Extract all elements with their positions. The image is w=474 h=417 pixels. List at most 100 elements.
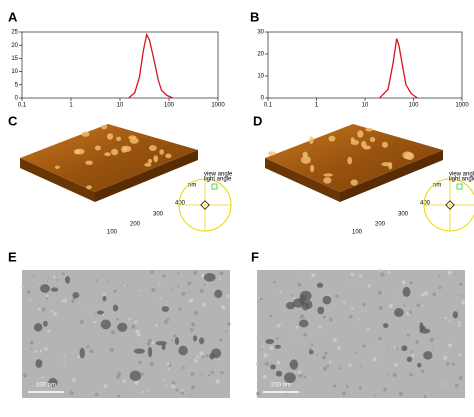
tem-texture — [444, 316, 447, 320]
tem-particle — [43, 320, 48, 327]
tem-texture — [400, 387, 402, 389]
tem-texture — [311, 273, 316, 278]
tem-texture — [326, 364, 330, 368]
tem-particle — [129, 370, 142, 382]
tem-texture — [95, 278, 98, 282]
tem-texture — [170, 288, 173, 291]
tem-texture — [117, 371, 122, 376]
tem-texture — [258, 296, 260, 299]
tem-texture — [151, 287, 156, 293]
tem-texture — [372, 357, 377, 362]
tem-texture — [459, 282, 463, 287]
tem-texture — [116, 317, 120, 321]
tem-texture — [178, 307, 182, 311]
tem-texture — [187, 281, 192, 286]
tem-texture — [89, 349, 94, 354]
tem-texture — [131, 324, 136, 329]
panel-label: C — [8, 113, 18, 128]
y-tick-label: 5 — [15, 82, 19, 88]
tem-texture — [436, 337, 439, 339]
tem-texture — [380, 272, 385, 277]
tem-texture — [61, 272, 65, 276]
afm-particle — [361, 140, 367, 148]
tem-texture — [171, 338, 174, 341]
tem-texture — [32, 274, 35, 277]
axis-label: 300 — [398, 212, 409, 218]
afm-particle — [323, 173, 333, 177]
tem-texture — [297, 370, 302, 375]
tem-texture — [219, 278, 222, 281]
tem-texture — [210, 370, 215, 375]
afm-particle — [144, 162, 152, 167]
tem-texture — [328, 360, 332, 364]
afm-side — [20, 158, 95, 202]
tem-texture — [86, 345, 90, 349]
tem-texture — [458, 376, 463, 381]
view-marker — [456, 183, 463, 190]
y-tick-label: 20 — [11, 43, 18, 49]
tem-texture — [441, 382, 444, 386]
tem-particle — [193, 335, 198, 342]
tem-texture — [298, 373, 303, 378]
tem-texture — [47, 276, 49, 278]
afm-particle — [365, 127, 374, 132]
dial-marker — [445, 200, 455, 210]
tem-texture — [219, 276, 222, 278]
tem-texture — [189, 327, 194, 332]
tem-texture — [256, 391, 261, 396]
tem-texture — [280, 323, 282, 326]
tem-texture — [269, 314, 273, 318]
tem-texture — [458, 353, 462, 357]
tem-texture — [227, 322, 231, 326]
tem-texture — [339, 367, 342, 370]
axis-label: 400 — [175, 201, 186, 207]
view-marker — [211, 183, 218, 190]
tem-texture — [56, 278, 59, 282]
tem-texture — [201, 273, 205, 278]
tem-texture — [448, 319, 451, 322]
tem-particle — [270, 364, 276, 370]
tem-image — [22, 270, 230, 398]
tem-particle — [79, 347, 85, 359]
tem-texture — [420, 293, 424, 297]
tem-texture — [262, 374, 267, 379]
afm-particle — [54, 165, 60, 169]
tem-texture — [87, 306, 89, 308]
tem-particle — [423, 351, 433, 360]
tem-texture — [71, 299, 75, 304]
tem-texture — [279, 290, 282, 293]
tem-texture — [310, 343, 314, 346]
tem-texture — [267, 319, 270, 321]
tem-texture — [149, 361, 152, 364]
tem-texture — [291, 294, 294, 297]
tem-texture — [128, 317, 132, 321]
tem-texture — [50, 309, 53, 313]
tem-texture — [276, 360, 281, 365]
tem-texture — [134, 380, 139, 385]
tem-particle — [72, 292, 80, 299]
tem-particle — [406, 356, 413, 363]
tem-particle — [417, 362, 422, 368]
tem-texture — [140, 372, 144, 376]
tem-texture — [215, 379, 220, 384]
tem-texture — [102, 292, 106, 296]
tem-texture — [377, 290, 382, 295]
tem-texture — [180, 391, 185, 395]
tem-texture — [294, 337, 297, 339]
tem-texture — [146, 390, 149, 392]
y-tick-label: 25 — [11, 30, 18, 36]
tem-particle — [322, 295, 332, 305]
tem-texture — [408, 310, 413, 314]
scale-label: 200 nm — [271, 383, 291, 389]
tem-texture — [423, 394, 427, 399]
tem-texture — [39, 349, 43, 353]
tem-texture — [366, 327, 370, 331]
tem-texture — [205, 353, 209, 358]
tem-texture — [165, 384, 167, 386]
panel-label: D — [253, 113, 262, 128]
tem-texture — [432, 292, 437, 297]
tem-texture — [378, 305, 383, 310]
x-tick-label: 1000 — [455, 103, 469, 109]
tem-texture — [259, 297, 263, 301]
tem-texture — [136, 333, 141, 337]
